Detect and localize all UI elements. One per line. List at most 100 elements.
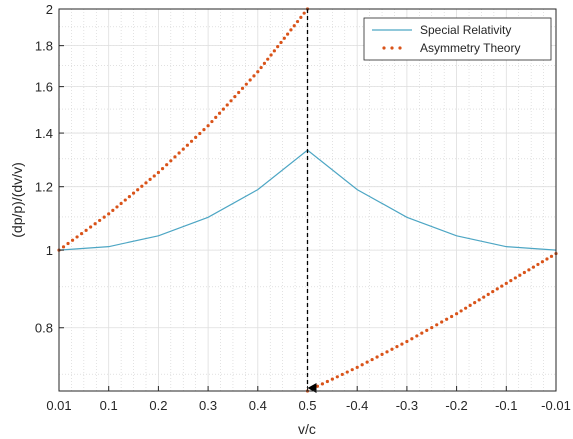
series-dot-asymmetry-theory [495,287,499,291]
x-axis-label: v/c [298,421,316,437]
series-dot-asymmetry-theory [173,155,177,159]
x-tick-label: 0.3 [199,398,217,413]
series-dot-asymmetry-theory [111,208,115,212]
series-dot-asymmetry-theory [229,99,233,103]
series-dot-asymmetry-theory [545,257,549,261]
series-dot-asymmetry-theory [390,347,394,351]
series-dot-asymmetry-theory [536,262,540,267]
y-tick-label: 2 [46,2,53,17]
series-dot-asymmetry-theory [266,57,270,61]
series-dot-asymmetry-theory [217,111,222,115]
series-dot-asymmetry-theory [320,382,325,386]
series-dot-asymmetry-theory [289,28,293,32]
series-dot-asymmetry-theory [527,268,531,272]
series-dot-asymmetry-theory [244,82,248,86]
series-dot-asymmetry-theory [420,331,424,335]
series-dot-asymmetry-theory [198,131,202,136]
series-dot-asymmetry-theory [425,328,429,332]
series-dot-asymmetry-theory [292,24,296,28]
series-dot-asymmetry-theory [477,298,481,302]
series-dot-asymmetry-theory [89,225,93,229]
x-tick-label: 0.01 [46,398,71,413]
y-tick-label: 1.6 [35,80,53,95]
series-dot-asymmetry-theory [355,365,359,369]
series-dot-asymmetry-theory [194,135,198,140]
x-tick-label: -0.3 [396,398,418,413]
x-tick-label: 0.2 [149,398,167,413]
series-dot-asymmetry-theory [360,363,364,367]
series-dot-asymmetry-theory [160,167,165,171]
series-dot-asymmetry-theory [302,11,306,15]
y-tick-label: 1.2 [35,180,53,195]
series-dot-asymmetry-theory [66,241,70,246]
series-dot-asymmetry-theory [450,314,454,319]
series-dot-asymmetry-theory [79,232,84,236]
x-axis-ticks: 0.01 0.1 0.2 0.3 0.4 0.5 -0.4 -0.3 -0.2 -0.1 -0.01 [46,386,571,413]
series-dot-asymmetry-theory [335,375,339,379]
series-dot-asymmetry-theory [181,147,185,151]
legend-label-special-relativity: Special Relativity [420,23,511,37]
series-dot-asymmetry-theory [221,107,225,111]
series-dot-asymmetry-theory [240,86,245,90]
series-dot-asymmetry-theory [330,377,334,381]
y-tick-label: 1 [46,243,53,258]
series-dot-asymmetry-theory [500,284,504,288]
y-tick-label: 1.4 [35,126,53,141]
series-dot-asymmetry-theory [84,228,88,232]
series-dot-asymmetry-theory [459,309,463,313]
x-tick-label: 0.5 [298,398,316,413]
legend-dot [398,46,402,50]
series-dot-asymmetry-theory [272,49,276,53]
series-dot-asymmetry-theory [144,181,148,185]
series-dot-asymmetry-theory [350,368,354,372]
series-dot-asymmetry-theory [345,370,349,374]
series-layer [57,7,558,393]
x-tick-label: -0.2 [445,398,467,413]
series-dot-asymmetry-theory [522,270,526,275]
series-dot-asymmetry-theory [123,198,127,202]
series-dot-asymmetry-theory [152,174,156,178]
series-dot-asymmetry-theory [115,205,119,209]
series-dot-asymmetry-theory [169,159,173,163]
series-dot-asymmetry-theory [206,124,210,128]
series-dot-asymmetry-theory [269,53,273,57]
series-dot-asymmetry-theory [295,19,300,24]
series-dot-asymmetry-theory [315,384,320,388]
series-dot-asymmetry-theory [237,90,241,95]
series-dot-asymmetry-theory [531,265,536,269]
series-dot-asymmetry-theory [185,143,189,147]
series-dot-asymmetry-theory [299,15,303,19]
series-dot-asymmetry-theory [156,170,160,175]
series-dot-asymmetry-theory [75,235,79,239]
series-dot-asymmetry-theory [210,119,214,124]
series-dot-asymmetry-theory [61,245,66,249]
series-dot-asymmetry-theory [464,306,468,310]
series-dot-asymmetry-theory [102,215,106,219]
series-dot-asymmetry-theory [202,128,206,132]
legend-box [363,17,552,61]
legend-dot [390,46,394,50]
series-dot-asymmetry-theory [415,334,419,338]
series-dot-asymmetry-theory [259,65,263,70]
series-dot-asymmetry-theory [93,222,97,226]
series-dot-asymmetry-theory [549,254,554,258]
series-dot-asymmetry-theory [375,355,379,359]
series-dot-asymmetry-theory [400,342,404,346]
series-dot-asymmetry-theory [513,276,517,280]
series-dot-asymmetry-theory [119,201,123,206]
x-tick-label: -0.1 [495,398,517,413]
series-dot-asymmetry-theory [430,325,434,330]
series-dot-asymmetry-theory [491,289,495,294]
series-dot-asymmetry-theory [282,36,286,40]
series-dot-asymmetry-theory [70,238,75,242]
legend-swatch-asymmetry-theory [382,46,402,50]
y-axis-label: (dp/p)/(dv/v) [9,162,25,237]
series-dot-asymmetry-theory [189,139,194,143]
series-dot-asymmetry-theory [276,45,280,49]
series-dot-asymmetry-theory [370,357,374,362]
series-dot-asymmetry-theory [165,163,169,167]
series-dot-asymmetry-theory [410,337,414,341]
x-tick-label: -0.01 [541,398,571,413]
series-dot-asymmetry-theory [385,350,389,354]
series-dot-asymmetry-theory [127,195,132,199]
